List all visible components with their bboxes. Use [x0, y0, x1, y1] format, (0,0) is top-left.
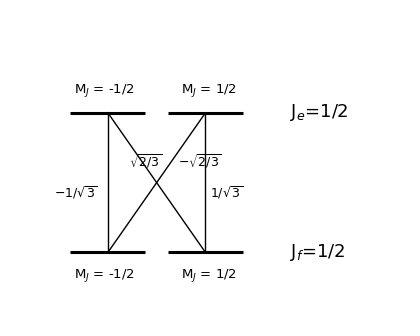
Text: M$_J$ = -1/2: M$_J$ = -1/2 [74, 82, 135, 98]
Text: $-\sqrt{2/3}$: $-\sqrt{2/3}$ [178, 152, 221, 170]
Text: $\sqrt{2/3}$: $\sqrt{2/3}$ [129, 152, 162, 170]
Text: J$_f$=1/2: J$_f$=1/2 [290, 242, 345, 263]
Text: $-1/\sqrt{3}$: $-1/\sqrt{3}$ [54, 184, 98, 201]
Text: M$_J$ = -1/2: M$_J$ = -1/2 [74, 267, 135, 284]
Text: M$_J$ = 1/2: M$_J$ = 1/2 [181, 82, 236, 98]
Text: M$_J$ = 1/2: M$_J$ = 1/2 [181, 267, 236, 284]
Text: J$_e$=1/2: J$_e$=1/2 [290, 102, 349, 123]
Text: $1/\sqrt{3}$: $1/\sqrt{3}$ [210, 184, 244, 201]
